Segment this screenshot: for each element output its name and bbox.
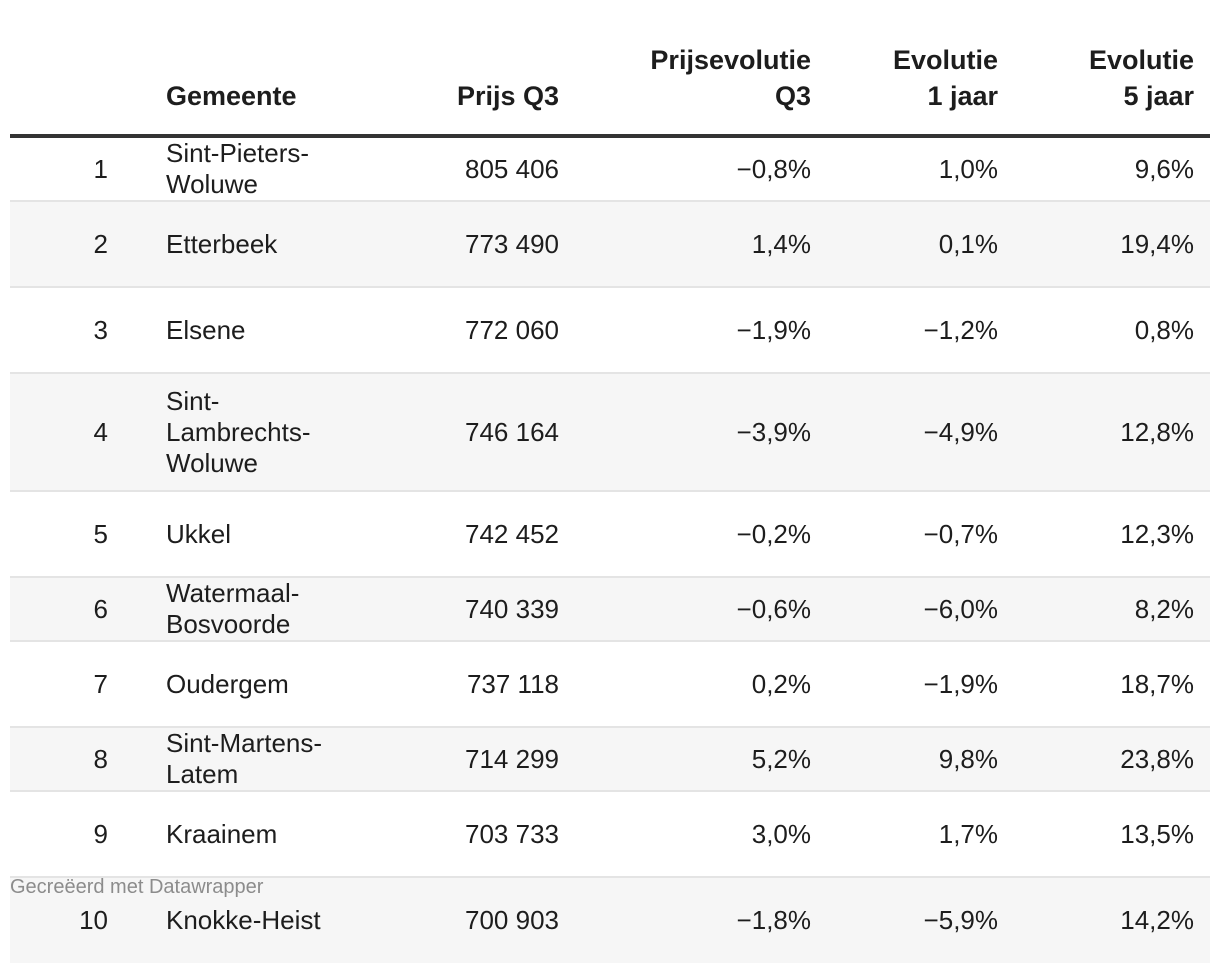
cell-prijsevolutie-q3: −0,8% bbox=[736, 153, 811, 184]
cell-gemeente: Oudergem bbox=[166, 668, 289, 699]
cell-evolutie-5-jaar: 23,8% bbox=[1120, 743, 1194, 774]
table-row: 1 Sint-Pieters- Woluwe 805 406 −0,8% 1,0% 9,6… bbox=[10, 136, 1210, 201]
table-row: 8 Sint-Martens- Latem 714 299 5,2% 9,8% 23,8% bbox=[10, 727, 1210, 791]
table-row: 4 Sint- Lambrechts- Woluwe 746 164 −3,9% −4,… bbox=[10, 373, 1210, 491]
header-prijs-q3: Prijs Q3 bbox=[456, 81, 559, 111]
cell-prijsevolutie-q3: 3,0% bbox=[751, 818, 811, 849]
cell-evolutie-1-jaar: −1,9% bbox=[923, 668, 998, 699]
cell-evolutie-1-jaar: −4,9% bbox=[923, 416, 998, 447]
ranking-table: Gemeente Prijs Q3 Prijsevolutie Q3 Evolu… bbox=[10, 42, 1210, 963]
cell-prijsevolutie-q3: −3,9% bbox=[736, 416, 811, 447]
table-row: 6 Watermaal- Bosvoorde 740 339 −0,6% −6,0% 8,… bbox=[10, 577, 1210, 641]
cell-prijs-q3: 740 339 bbox=[465, 593, 559, 624]
header-evolutie-5-jaar: Evolutie 5 jaar bbox=[1088, 45, 1194, 111]
cell-rank: 3 bbox=[93, 314, 108, 345]
cell-rank: 7 bbox=[93, 668, 108, 699]
table-row: 5 Ukkel 742 452 −0,2% −0,7% 12,3% bbox=[10, 491, 1210, 577]
cell-prijsevolutie-q3: 1,4% bbox=[751, 228, 811, 259]
cell-gemeente: Elsene bbox=[166, 314, 246, 345]
cell-prijsevolutie-q3: 0,2% bbox=[751, 668, 811, 699]
cell-evolutie-1-jaar: 0,1% bbox=[938, 228, 998, 259]
table-row: 2 Etterbeek 773 490 1,4% 0,1% 19,4% bbox=[10, 201, 1210, 287]
table-row: 3 Elsene 772 060 −1,9% −1,2% 0,8% bbox=[10, 287, 1210, 373]
cell-evolutie-5-jaar: 0,8% bbox=[1134, 314, 1194, 345]
header-gemeente: Gemeente bbox=[166, 81, 297, 111]
table-row: 9 Kraainem 703 733 3,0% 1,7% 13,5% bbox=[10, 791, 1210, 877]
cell-rank: 6 bbox=[93, 593, 108, 624]
cell-rank: 4 bbox=[93, 416, 108, 447]
cell-gemeente: Ukkel bbox=[166, 518, 232, 549]
cell-prijs-q3: 742 452 bbox=[465, 518, 559, 549]
cell-evolutie-1-jaar: −5,9% bbox=[923, 905, 998, 935]
footer-credit: Gecreëerd met Datawrapper bbox=[10, 876, 264, 898]
table-header-row: Gemeente Prijs Q3 Prijsevolutie Q3 Evolu… bbox=[10, 42, 1210, 136]
header-evolutie-1-jaar: Evolutie 1 jaar bbox=[892, 45, 998, 111]
cell-evolutie-1-jaar: 1,7% bbox=[938, 818, 998, 849]
cell-rank: 5 bbox=[93, 518, 108, 549]
cell-evolutie-5-jaar: 12,8% bbox=[1120, 416, 1194, 447]
cell-evolutie-5-jaar: 8,2% bbox=[1134, 593, 1194, 624]
cell-prijsevolutie-q3: −0,2% bbox=[736, 518, 811, 549]
cell-prijsevolutie-q3: 5,2% bbox=[751, 743, 811, 774]
header-prijsevolutie-q3: Prijsevolutie Q3 bbox=[650, 45, 811, 111]
cell-evolutie-5-jaar: 18,7% bbox=[1120, 668, 1194, 699]
cell-evolutie-1-jaar: −0,7% bbox=[923, 518, 998, 549]
cell-prijsevolutie-q3: −0,6% bbox=[736, 593, 811, 624]
cell-prijs-q3: 714 299 bbox=[465, 743, 559, 774]
cell-rank: 8 bbox=[93, 743, 108, 774]
cell-gemeente: Sint-Martens- Latem bbox=[166, 728, 323, 789]
cell-evolutie-1-jaar: −1,2% bbox=[923, 314, 998, 345]
cell-rank: 2 bbox=[93, 228, 108, 259]
cell-evolutie-1-jaar: 9,8% bbox=[938, 743, 998, 774]
cell-prijs-q3: 703 733 bbox=[465, 818, 559, 849]
cell-rank: 9 bbox=[93, 818, 108, 849]
cell-evolutie-5-jaar: 13,5% bbox=[1120, 818, 1194, 849]
cell-prijsevolutie-q3: −1,8% bbox=[736, 905, 811, 935]
cell-gemeente: Watermaal- Bosvoorde bbox=[166, 578, 300, 639]
cell-evolutie-5-jaar: 19,4% bbox=[1120, 228, 1194, 259]
table-body: 1 Sint-Pieters- Woluwe 805 406 −0,8% 1,0% 9,6… bbox=[10, 136, 1210, 963]
cell-evolutie-1-jaar: 1,0% bbox=[938, 153, 998, 184]
cell-evolutie-5-jaar: 12,3% bbox=[1120, 518, 1194, 549]
cell-gemeente: Kraainem bbox=[166, 818, 278, 849]
cell-prijs-q3: 773 490 bbox=[465, 228, 559, 259]
cell-evolutie-1-jaar: −6,0% bbox=[923, 593, 998, 624]
cell-prijs-q3: 772 060 bbox=[465, 314, 559, 345]
cell-gemeente: Etterbeek bbox=[166, 228, 278, 259]
cell-prijs-q3: 805 406 bbox=[465, 153, 559, 184]
cell-evolutie-5-jaar: 14,2% bbox=[1120, 905, 1194, 935]
table-row: 7 Oudergem 737 118 0,2% −1,9% 18,7% bbox=[10, 641, 1210, 727]
cell-prijs-q3: 746 164 bbox=[465, 416, 559, 447]
cell-prijs-q3: 737 118 bbox=[466, 668, 559, 699]
cell-prijsevolutie-q3: −1,9% bbox=[736, 314, 811, 345]
cell-evolutie-5-jaar: 9,6% bbox=[1134, 153, 1194, 184]
header-rank bbox=[10, 42, 162, 136]
cell-gemeente: Sint-Pieters- Woluwe bbox=[166, 138, 310, 199]
cell-gemeente: Sint- Lambrechts- Woluwe bbox=[166, 385, 311, 478]
cell-rank: 1 bbox=[93, 153, 108, 184]
cell-prijs-q3: 700 903 bbox=[465, 905, 559, 935]
